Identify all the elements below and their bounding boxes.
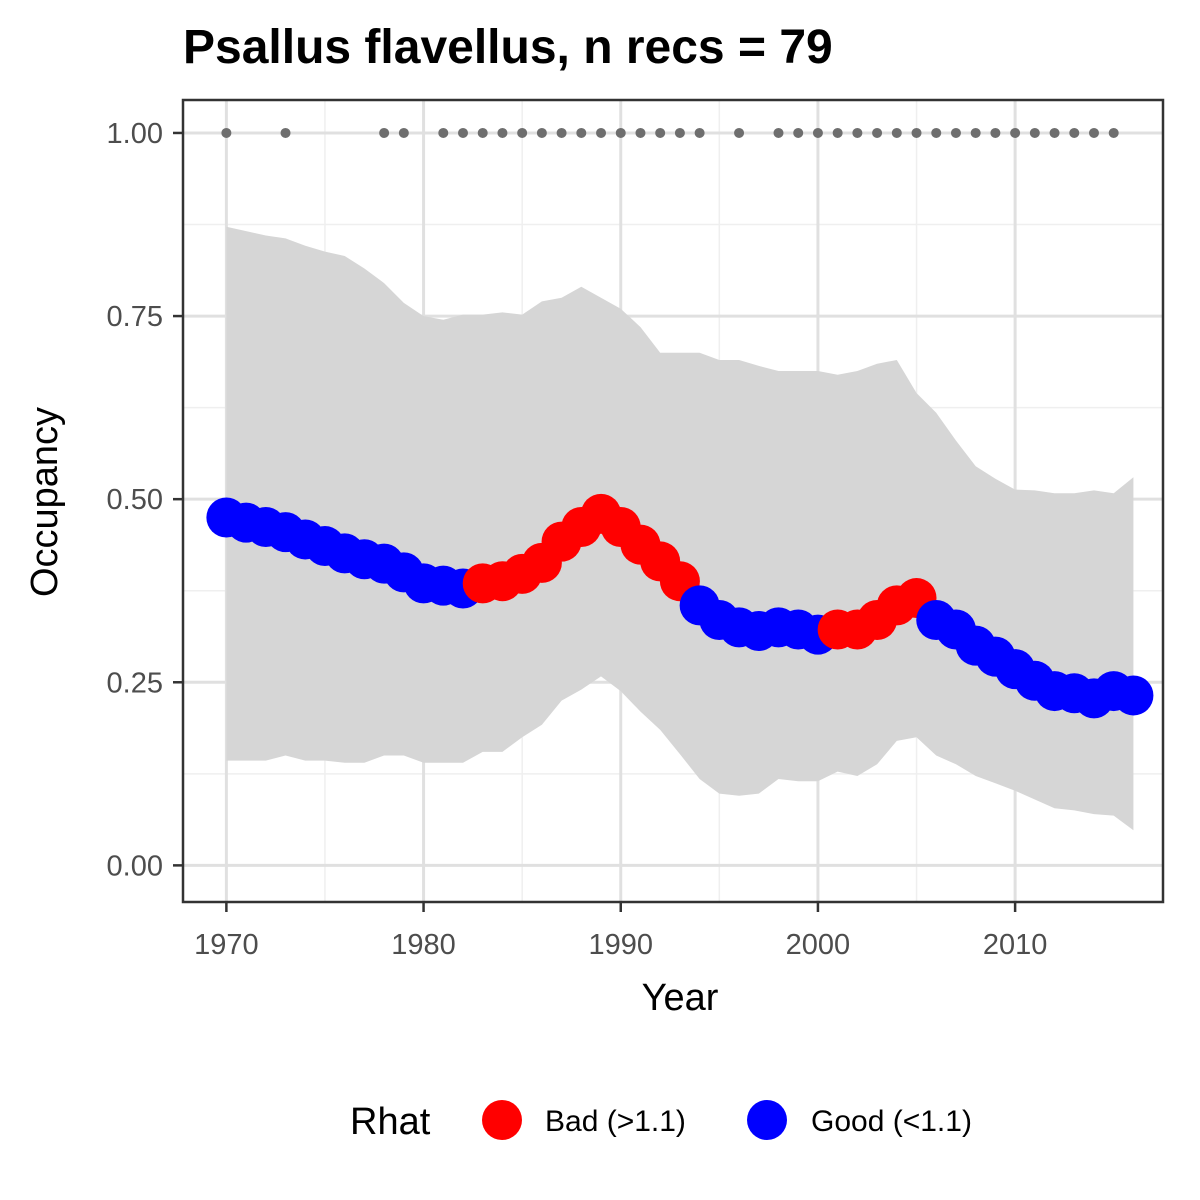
- x-tick-label: 1980: [391, 929, 456, 961]
- record-point: [221, 127, 232, 138]
- record-point: [812, 127, 823, 138]
- record-point: [1049, 127, 1060, 138]
- record-point: [477, 127, 488, 138]
- record-points: [221, 127, 1119, 138]
- record-point: [674, 127, 685, 138]
- record-point: [734, 127, 745, 138]
- record-point: [1108, 127, 1119, 138]
- legend-title: Rhat: [350, 1101, 431, 1143]
- x-axis-title: Year: [642, 977, 719, 1019]
- record-point: [793, 127, 804, 138]
- record-point: [280, 127, 291, 138]
- record-point: [655, 127, 666, 138]
- record-point: [694, 127, 705, 138]
- record-point: [458, 127, 468, 138]
- legend-label-bad: Bad (>1.1): [545, 1105, 686, 1138]
- record-point: [576, 127, 587, 138]
- y-tick-label: 0.25: [107, 667, 163, 699]
- record-point: [536, 127, 547, 138]
- x-axis: 1970 1980 1990 2000 2010: [194, 902, 1047, 961]
- x-tick-label: 1970: [194, 929, 259, 961]
- record-point: [931, 127, 942, 138]
- occupancy-point: [1113, 675, 1154, 716]
- x-tick-label: 1990: [588, 929, 653, 961]
- legend: Rhat Bad (>1.1) Good (<1.1): [350, 1100, 972, 1143]
- record-point: [1029, 127, 1040, 138]
- y-tick-label: 1.00: [107, 118, 163, 150]
- x-tick-label: 2010: [983, 929, 1048, 961]
- record-point: [832, 127, 843, 138]
- y-axis-title: Occupancy: [24, 407, 66, 597]
- legend-key-good: [747, 1100, 787, 1140]
- record-point: [970, 127, 981, 138]
- record-point: [596, 127, 607, 138]
- record-point: [438, 127, 449, 138]
- record-point: [1010, 127, 1021, 138]
- record-point: [497, 127, 508, 138]
- record-point: [517, 127, 528, 138]
- y-tick-label: 0.00: [107, 850, 163, 882]
- record-point: [635, 127, 646, 138]
- y-axis: 0.00 0.25 0.50 0.75 1.00: [107, 118, 183, 882]
- record-point: [891, 127, 902, 138]
- legend-label-good: Good (<1.1): [811, 1105, 972, 1138]
- record-point: [1088, 127, 1099, 138]
- chart-title: Psallus flavellus, n recs = 79: [183, 21, 833, 74]
- record-point: [852, 127, 863, 138]
- plot-panel: [181, 98, 1165, 904]
- y-tick-label: 0.75: [107, 301, 163, 333]
- record-point: [1069, 127, 1080, 138]
- occupancy-points: [206, 493, 1154, 719]
- record-point: [615, 127, 626, 138]
- y-tick-label: 0.50: [107, 484, 163, 516]
- record-point: [872, 127, 883, 138]
- record-point: [379, 127, 390, 138]
- confidence-ribbon: [226, 226, 1134, 831]
- record-point: [556, 127, 567, 138]
- panel-border: [181, 98, 1165, 904]
- record-point: [950, 127, 961, 138]
- record-point: [773, 127, 784, 138]
- x-tick-label: 2000: [786, 929, 851, 961]
- record-point: [911, 127, 922, 138]
- legend-key-bad: [482, 1100, 522, 1140]
- record-point: [990, 127, 1001, 138]
- record-point: [398, 127, 409, 138]
